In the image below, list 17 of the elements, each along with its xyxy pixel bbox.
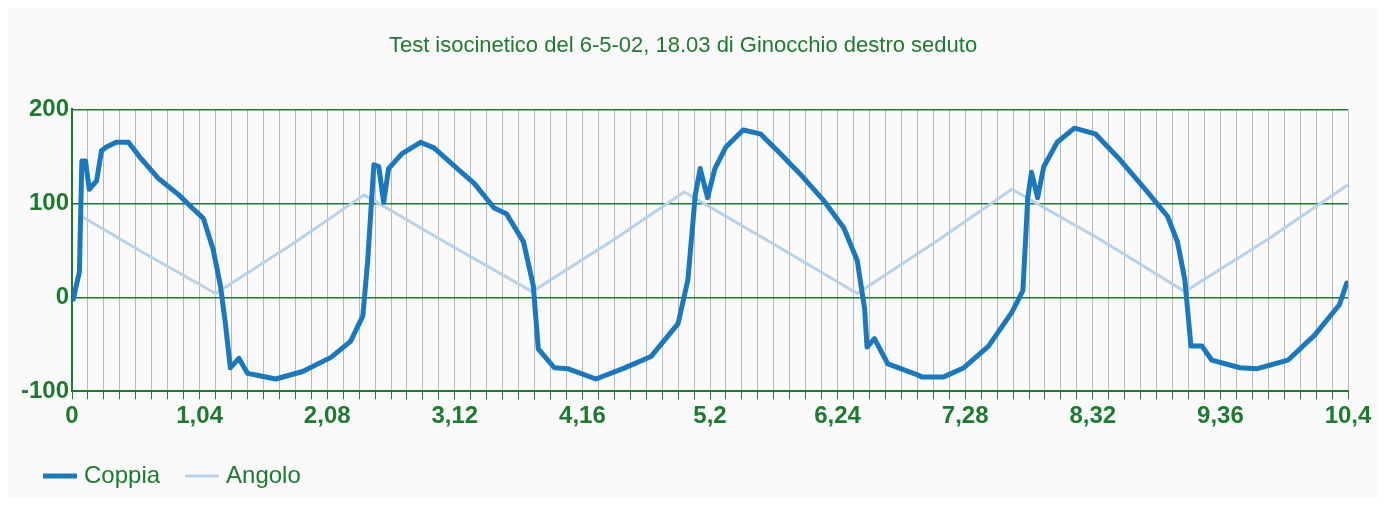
x-tick-label: 7,28 — [941, 401, 989, 429]
y-tick-label: 200 — [28, 94, 70, 122]
x-tick-label: 2,08 — [303, 401, 351, 429]
x-tick-label: 5,2 — [693, 401, 727, 429]
y-tick-label: 0 — [55, 281, 70, 309]
x-tick-label: 4,16 — [559, 401, 606, 429]
legend-label: Coppia — [84, 460, 161, 488]
y-tick-label: 100 — [28, 187, 70, 215]
x-tick-label: 9,36 — [1197, 401, 1244, 429]
x-tick-label: 3,12 — [431, 401, 479, 429]
x-tick-label: 6,24 — [814, 401, 862, 429]
y-tick-label: -100 — [20, 375, 70, 403]
legend-label: Angolo — [226, 460, 301, 488]
chart-title: Test isocinetico del 6-5-02, 18.03 di Ginocchio destro seduto — [388, 32, 978, 58]
x-tick-label: 10,4 — [1324, 401, 1372, 429]
x-tick-label: 1,04 — [176, 401, 224, 429]
x-tick-label: 8,32 — [1069, 401, 1117, 429]
